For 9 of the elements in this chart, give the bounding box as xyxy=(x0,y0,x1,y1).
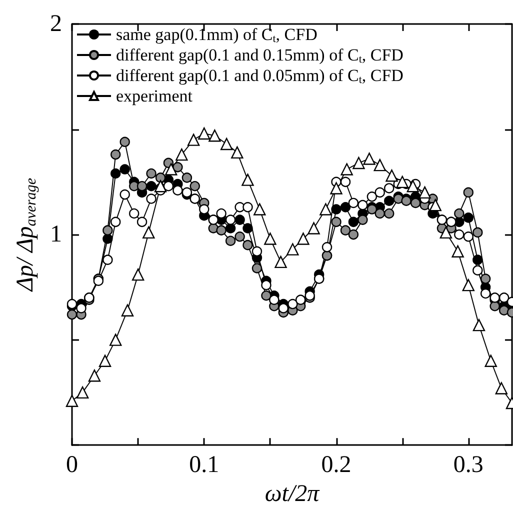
y-tick-label: 2 xyxy=(50,11,62,37)
x-tick-label: 0.1 xyxy=(189,452,220,478)
x-axis-title: ωt/2π xyxy=(264,481,320,507)
x-tick-label: 0 xyxy=(66,452,78,478)
x-tick-label: 0.2 xyxy=(321,452,352,478)
legend-label: experiment xyxy=(116,86,193,106)
x-tick-label: 0.3 xyxy=(453,452,484,478)
y-tick-label: 1 xyxy=(50,222,62,248)
y-axis-title: Δp/ Δpaverage xyxy=(12,178,40,292)
